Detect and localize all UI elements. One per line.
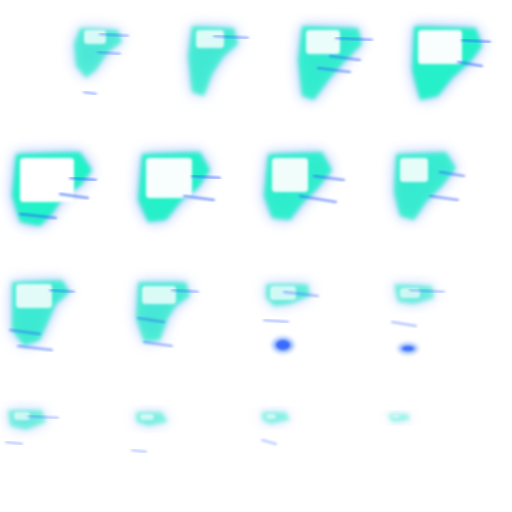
- energy-streak: [131, 449, 147, 453]
- energy-streak: [213, 35, 249, 39]
- energy-core: [20, 158, 74, 202]
- energy-streak: [391, 321, 417, 327]
- energy-streak: [191, 175, 221, 179]
- energy-streak: [329, 55, 361, 61]
- energy-streak: [183, 195, 215, 201]
- frame-6: [138, 152, 221, 222]
- energy-streak: [429, 195, 459, 201]
- frame-16: [388, 414, 417, 422]
- energy-core: [392, 415, 400, 418]
- energy-streak: [299, 195, 337, 203]
- frame-14: [131, 412, 179, 453]
- frame-8: [394, 152, 465, 220]
- frame-15: [261, 412, 297, 445]
- energy-streak: [27, 415, 59, 419]
- energy-core: [140, 414, 154, 420]
- energy-core: [16, 284, 52, 308]
- frame-9: [9, 280, 75, 351]
- frame-13: [5, 410, 59, 453]
- energy-core: [142, 286, 176, 304]
- energy-streak: [99, 33, 129, 37]
- energy-core: [146, 158, 192, 198]
- energy-streak: [263, 319, 289, 323]
- energy-streak: [83, 91, 97, 95]
- energy-streak: [409, 289, 445, 293]
- energy-streak: [137, 317, 165, 323]
- energy-streak: [9, 329, 41, 335]
- frames-layer: [5, 26, 491, 453]
- energy-core: [418, 30, 462, 64]
- frame-12: [391, 284, 445, 354]
- energy-streak: [5, 441, 23, 445]
- energy-streak: [457, 61, 483, 67]
- energy-core: [270, 286, 296, 300]
- energy-core: [272, 158, 308, 192]
- energy-core: [196, 30, 224, 48]
- energy-core: [84, 30, 106, 44]
- frame-5: [12, 152, 97, 226]
- energy-streak: [69, 177, 97, 181]
- frame-1: [74, 28, 129, 95]
- energy-streak: [317, 67, 351, 73]
- energy-streak: [439, 171, 465, 177]
- energy-core: [306, 30, 340, 54]
- energy-streak: [171, 289, 199, 293]
- frame-7: [264, 152, 345, 220]
- energy-core: [266, 414, 276, 419]
- energy-streak: [49, 289, 75, 293]
- energy-core: [400, 158, 428, 182]
- energy-streak: [59, 193, 89, 199]
- frame-10: [136, 282, 199, 347]
- energy-streak: [143, 341, 173, 347]
- frame-2: [188, 26, 249, 96]
- energy-streak: [17, 345, 53, 351]
- energy-streak: [261, 439, 277, 445]
- frame-3: [298, 26, 373, 100]
- energy-streak: [97, 51, 121, 55]
- energy-streak: [19, 213, 57, 219]
- energy-core: [14, 412, 30, 420]
- debris-chunk: [402, 346, 414, 351]
- energy-streak: [313, 175, 345, 181]
- frame-4: [412, 26, 491, 100]
- frame-11: [263, 284, 319, 353]
- energy-streak: [283, 291, 319, 297]
- energy-streak: [461, 39, 491, 43]
- debris-chunk: [276, 340, 290, 350]
- energy-streak: [335, 37, 373, 41]
